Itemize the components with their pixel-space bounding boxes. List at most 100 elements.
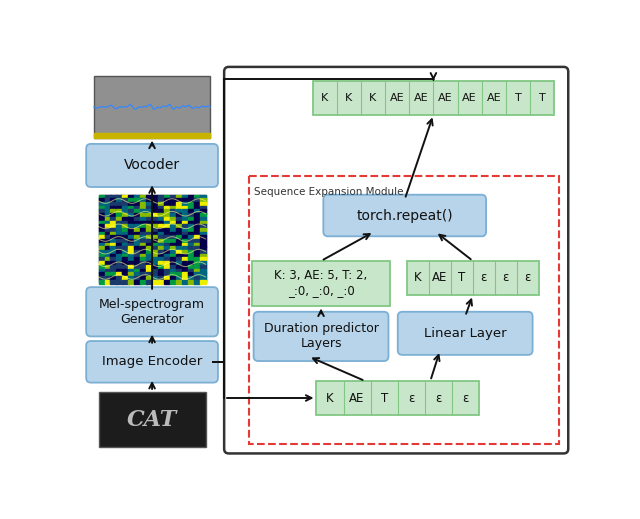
Bar (152, 268, 159, 272)
Bar (140, 265, 147, 269)
Bar (152, 272, 159, 276)
FancyBboxPatch shape (86, 341, 218, 383)
Bar (158, 231, 164, 236)
Bar (200, 221, 206, 225)
Bar (146, 257, 152, 262)
Bar (111, 280, 117, 284)
Bar (188, 280, 194, 284)
Bar (99, 210, 105, 213)
Text: ε: ε (525, 271, 531, 284)
Bar (99, 202, 105, 206)
Bar (176, 272, 182, 276)
Bar (122, 195, 129, 199)
Bar (122, 221, 129, 225)
Bar (200, 243, 206, 247)
Bar (182, 257, 188, 262)
Bar (104, 268, 111, 272)
Bar (99, 243, 105, 247)
Bar (111, 272, 117, 276)
Text: ε: ε (481, 271, 487, 284)
Bar (182, 254, 188, 258)
Bar (188, 272, 194, 276)
Bar (176, 280, 182, 284)
Bar (176, 198, 182, 202)
Bar (104, 221, 111, 225)
Bar (176, 235, 182, 239)
Bar (164, 250, 170, 254)
Bar (152, 261, 159, 265)
Bar (200, 213, 206, 217)
Bar (176, 247, 182, 251)
Bar (111, 235, 117, 239)
Bar (182, 265, 188, 269)
Bar (200, 257, 206, 262)
Bar (111, 276, 117, 280)
Bar (146, 195, 152, 199)
Bar (200, 250, 206, 254)
Bar (111, 206, 117, 210)
Bar (140, 221, 147, 225)
Bar (170, 265, 176, 269)
Bar (99, 265, 105, 269)
Bar (99, 254, 105, 258)
Bar (164, 247, 170, 251)
Bar (116, 265, 123, 269)
Bar (200, 224, 206, 228)
Bar (111, 250, 117, 254)
Bar (146, 243, 152, 247)
Bar (104, 247, 111, 251)
Bar (170, 243, 176, 247)
Bar (158, 250, 164, 254)
Bar (99, 280, 105, 284)
Bar (122, 210, 129, 213)
Bar (164, 265, 170, 269)
Text: AE: AE (414, 93, 429, 103)
Bar (200, 247, 206, 251)
Bar (146, 210, 152, 213)
Bar (128, 195, 134, 199)
Bar (116, 228, 123, 232)
Bar (116, 239, 123, 243)
Bar (122, 268, 129, 272)
Bar (104, 206, 111, 210)
Bar (134, 202, 141, 206)
Bar (140, 280, 147, 284)
Bar (200, 265, 206, 269)
Bar (200, 210, 206, 213)
Bar (111, 210, 117, 213)
Bar (128, 202, 134, 206)
Bar (182, 206, 188, 210)
Bar (122, 261, 129, 265)
Bar (116, 224, 123, 228)
Bar (164, 235, 170, 239)
Bar (128, 254, 134, 258)
Bar (146, 213, 152, 217)
Text: T: T (381, 391, 388, 404)
Bar (158, 265, 164, 269)
Bar (164, 239, 170, 243)
Bar (140, 235, 147, 239)
Bar (188, 202, 194, 206)
Bar (194, 247, 200, 251)
Bar (146, 254, 152, 258)
Bar (194, 250, 200, 254)
Bar (170, 231, 176, 236)
Bar (194, 210, 200, 213)
Text: CAT: CAT (127, 408, 177, 431)
Bar (99, 198, 105, 202)
Bar (158, 224, 164, 228)
Bar (194, 243, 200, 247)
Bar (158, 228, 164, 232)
FancyBboxPatch shape (397, 312, 532, 355)
Bar (194, 217, 200, 221)
Bar (140, 272, 147, 276)
Bar (116, 250, 123, 254)
Bar (194, 195, 200, 199)
Bar (128, 261, 134, 265)
Bar (164, 221, 170, 225)
Bar (116, 202, 123, 206)
Bar (104, 231, 111, 236)
Bar (164, 243, 170, 247)
Bar (122, 217, 129, 221)
Bar (104, 210, 111, 213)
